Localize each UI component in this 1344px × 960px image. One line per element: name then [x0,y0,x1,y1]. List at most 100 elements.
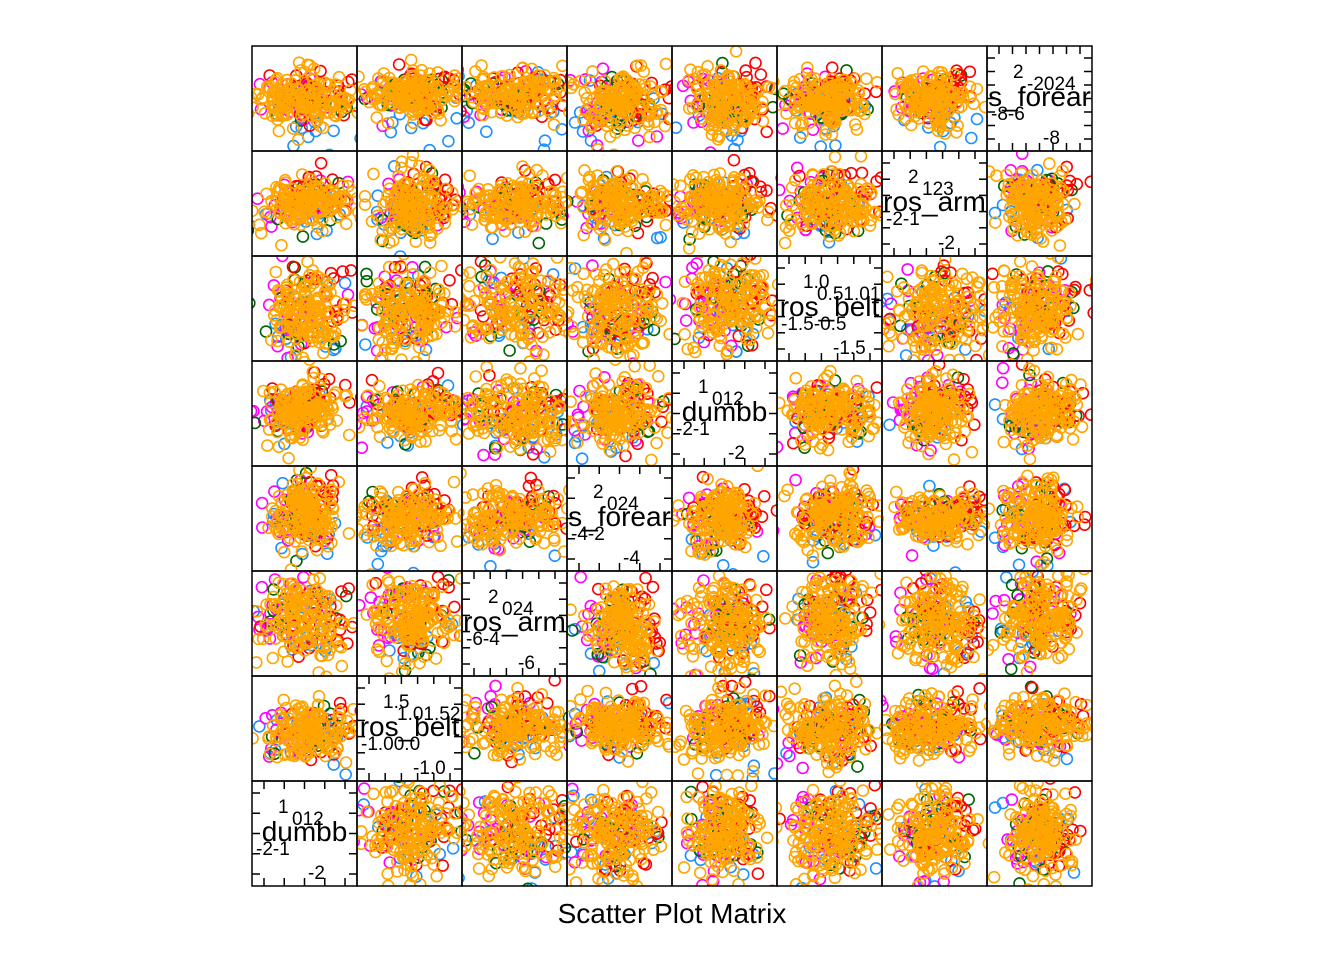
scatter-point [475,270,488,284]
scatter-point [712,242,723,253]
scatter-point [906,333,920,347]
scatter-point [446,202,459,216]
scatter-point [493,211,507,224]
scatter-point [581,310,595,323]
scatter-point [898,310,912,323]
scatter-point [854,178,868,191]
scatter-point [922,335,936,348]
scatter-point [413,323,427,337]
scatter-point [547,302,561,315]
scatter-point [286,260,300,274]
scatter-point [281,351,294,361]
scatter-point [934,76,948,89]
scatter-point [388,260,402,274]
scatter-point [567,194,572,208]
scatter-point [393,276,406,290]
scatter-point [987,267,999,281]
scatter-point [987,280,1001,294]
scatter-point [674,179,687,193]
scatter-point [556,59,567,73]
scatter-point [503,344,516,357]
scatter-point [695,271,708,285]
panel-0-1 [356,45,463,152]
scatter-point [311,291,324,305]
scatter-point [458,86,462,98]
scatter-point [935,66,949,79]
panel-2-7 [986,255,1093,362]
scatter-point [280,108,294,122]
scatter-point [575,185,589,199]
scatter-point [713,329,727,343]
scatter-point [563,82,567,94]
scatter-point [604,280,618,294]
scatter-point [358,338,372,351]
scatter-point [642,118,655,131]
scatter-point [914,93,928,106]
scatter-point [1034,196,1048,210]
scatter-point [578,164,591,177]
tick-label: -1.5 [833,338,866,359]
scatter-point [400,89,413,102]
scatter-point [800,61,814,74]
scatter-point [1071,327,1085,341]
scatter-point [409,218,423,231]
scatter-point [423,163,437,177]
scatter-point [629,272,643,286]
scatter-point [1021,225,1034,238]
scatter-point [525,105,539,118]
scatter-point [281,99,294,112]
tick-label: 123 [922,179,954,200]
scatter-point [613,265,627,279]
scatter-point [746,303,760,317]
scatter-point [737,226,751,240]
scatter-point [392,58,406,71]
panel-0-0 [251,45,358,152]
scatter-point [605,341,619,355]
scatter-point [398,289,412,303]
scatter-point [435,299,449,312]
scatter-point [682,102,696,115]
scatter-point [1053,239,1067,252]
scatter-point [949,316,962,329]
scatter-point [940,76,953,90]
scatter-point [354,133,357,144]
scatter-point [710,195,724,208]
scatter-point [933,140,947,151]
scatter-point [963,80,977,93]
scatter-point [286,295,299,309]
scatter-point [1020,353,1034,361]
scatter-point [1002,325,1015,338]
scatter-point [276,256,289,263]
scatter-point [514,309,528,323]
scatter-point [593,297,607,311]
scatter-point [1005,358,1017,361]
scatter-point [655,203,669,216]
scatter-point [567,305,575,319]
scatter-point [542,199,556,212]
scatter-point [718,189,732,202]
scatter-point [588,283,602,297]
scatter-point [704,316,718,330]
scatter-point [909,340,922,354]
scatter-point [658,119,672,133]
scatter-point [291,133,305,146]
scatter-point [915,266,929,280]
scatter-point [636,100,650,113]
scatter-point [844,190,858,204]
scatter-point [996,339,1009,353]
scatter-point [323,277,337,291]
scatter-point [434,114,447,127]
scatter-point [492,301,506,315]
scatter-point [273,285,287,298]
scatter-point [640,202,654,215]
scatter-point [739,313,753,327]
scatter-point [997,264,1011,278]
scatter-point [567,327,581,341]
scatter-point [527,189,540,202]
scatter-point [1036,235,1050,248]
scatter-point [1048,193,1062,207]
scatter-point [560,171,567,185]
scatter-point [625,198,639,211]
scatter-point [1040,212,1053,226]
scatter-point [255,93,268,106]
